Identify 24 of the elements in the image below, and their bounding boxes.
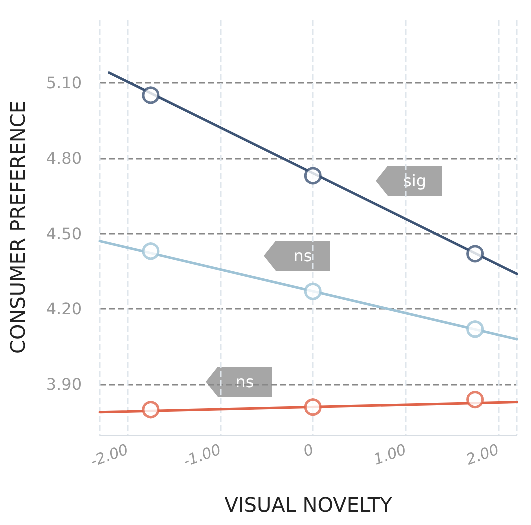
point xyxy=(142,401,160,419)
point xyxy=(142,86,160,104)
point xyxy=(304,167,322,185)
x-tick-label: 2.00 xyxy=(464,440,502,469)
y-tick-label: 4.20 xyxy=(46,300,82,319)
x-tick-label: -1.00 xyxy=(180,440,224,471)
annotation: sig xyxy=(404,172,426,190)
x-tick-label: -2.00 xyxy=(88,440,131,471)
point xyxy=(304,282,322,300)
y-axis-title: CONSUMER PREFERENCE xyxy=(6,101,30,354)
x-tick-label: 1.00 xyxy=(371,440,409,469)
point xyxy=(304,398,322,416)
point xyxy=(466,320,484,338)
y-tick-label: 3.90 xyxy=(46,375,82,394)
x-axis-title: VISUAL NOVELTY xyxy=(224,493,394,517)
y-tick-label: 5.10 xyxy=(46,73,82,92)
point xyxy=(142,242,160,260)
y-tick-label: 4.50 xyxy=(46,224,82,244)
point xyxy=(466,245,484,263)
y-tick-label: 4.80 xyxy=(46,148,82,168)
point xyxy=(466,391,484,409)
annotation: ns xyxy=(236,372,254,392)
x-tick-label: 0 xyxy=(301,440,316,461)
annotation: ns xyxy=(294,246,312,266)
